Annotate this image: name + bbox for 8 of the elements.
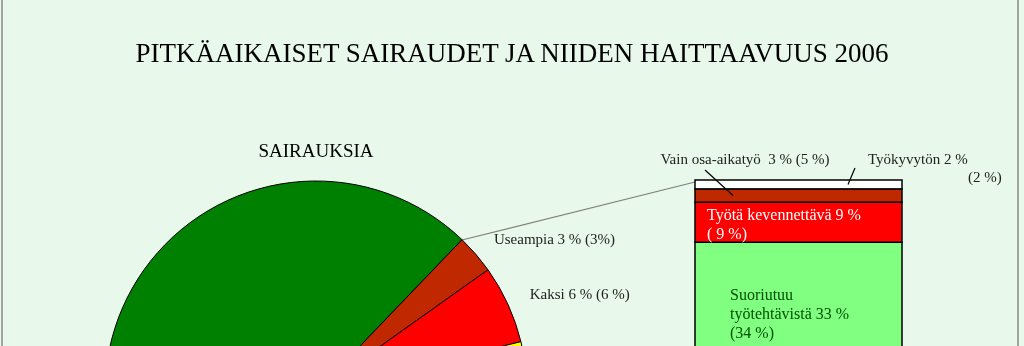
chart-subtitle: SAIRAUKSIA xyxy=(258,140,374,161)
chart-title: PITKÄAIKAISET SAIRAUDET JA NIIDEN HAITTAAVUUS 2006 xyxy=(135,38,889,68)
slice-label: Kaksi 6 % (6 %) xyxy=(529,286,630,304)
slice-label: Useampia 3 % (3%) xyxy=(493,230,616,248)
data-label: Työkyvytön 2 % (2 %) xyxy=(868,151,1002,186)
data-label: Vain osa-aikatyö 3 % (5 %) xyxy=(660,151,830,168)
data-label: Suoriutuu työtehtävistä 33 % (34 %) xyxy=(730,286,850,343)
data-label: Työtä kevennettävä 9 % ( 9 %) xyxy=(707,206,861,244)
